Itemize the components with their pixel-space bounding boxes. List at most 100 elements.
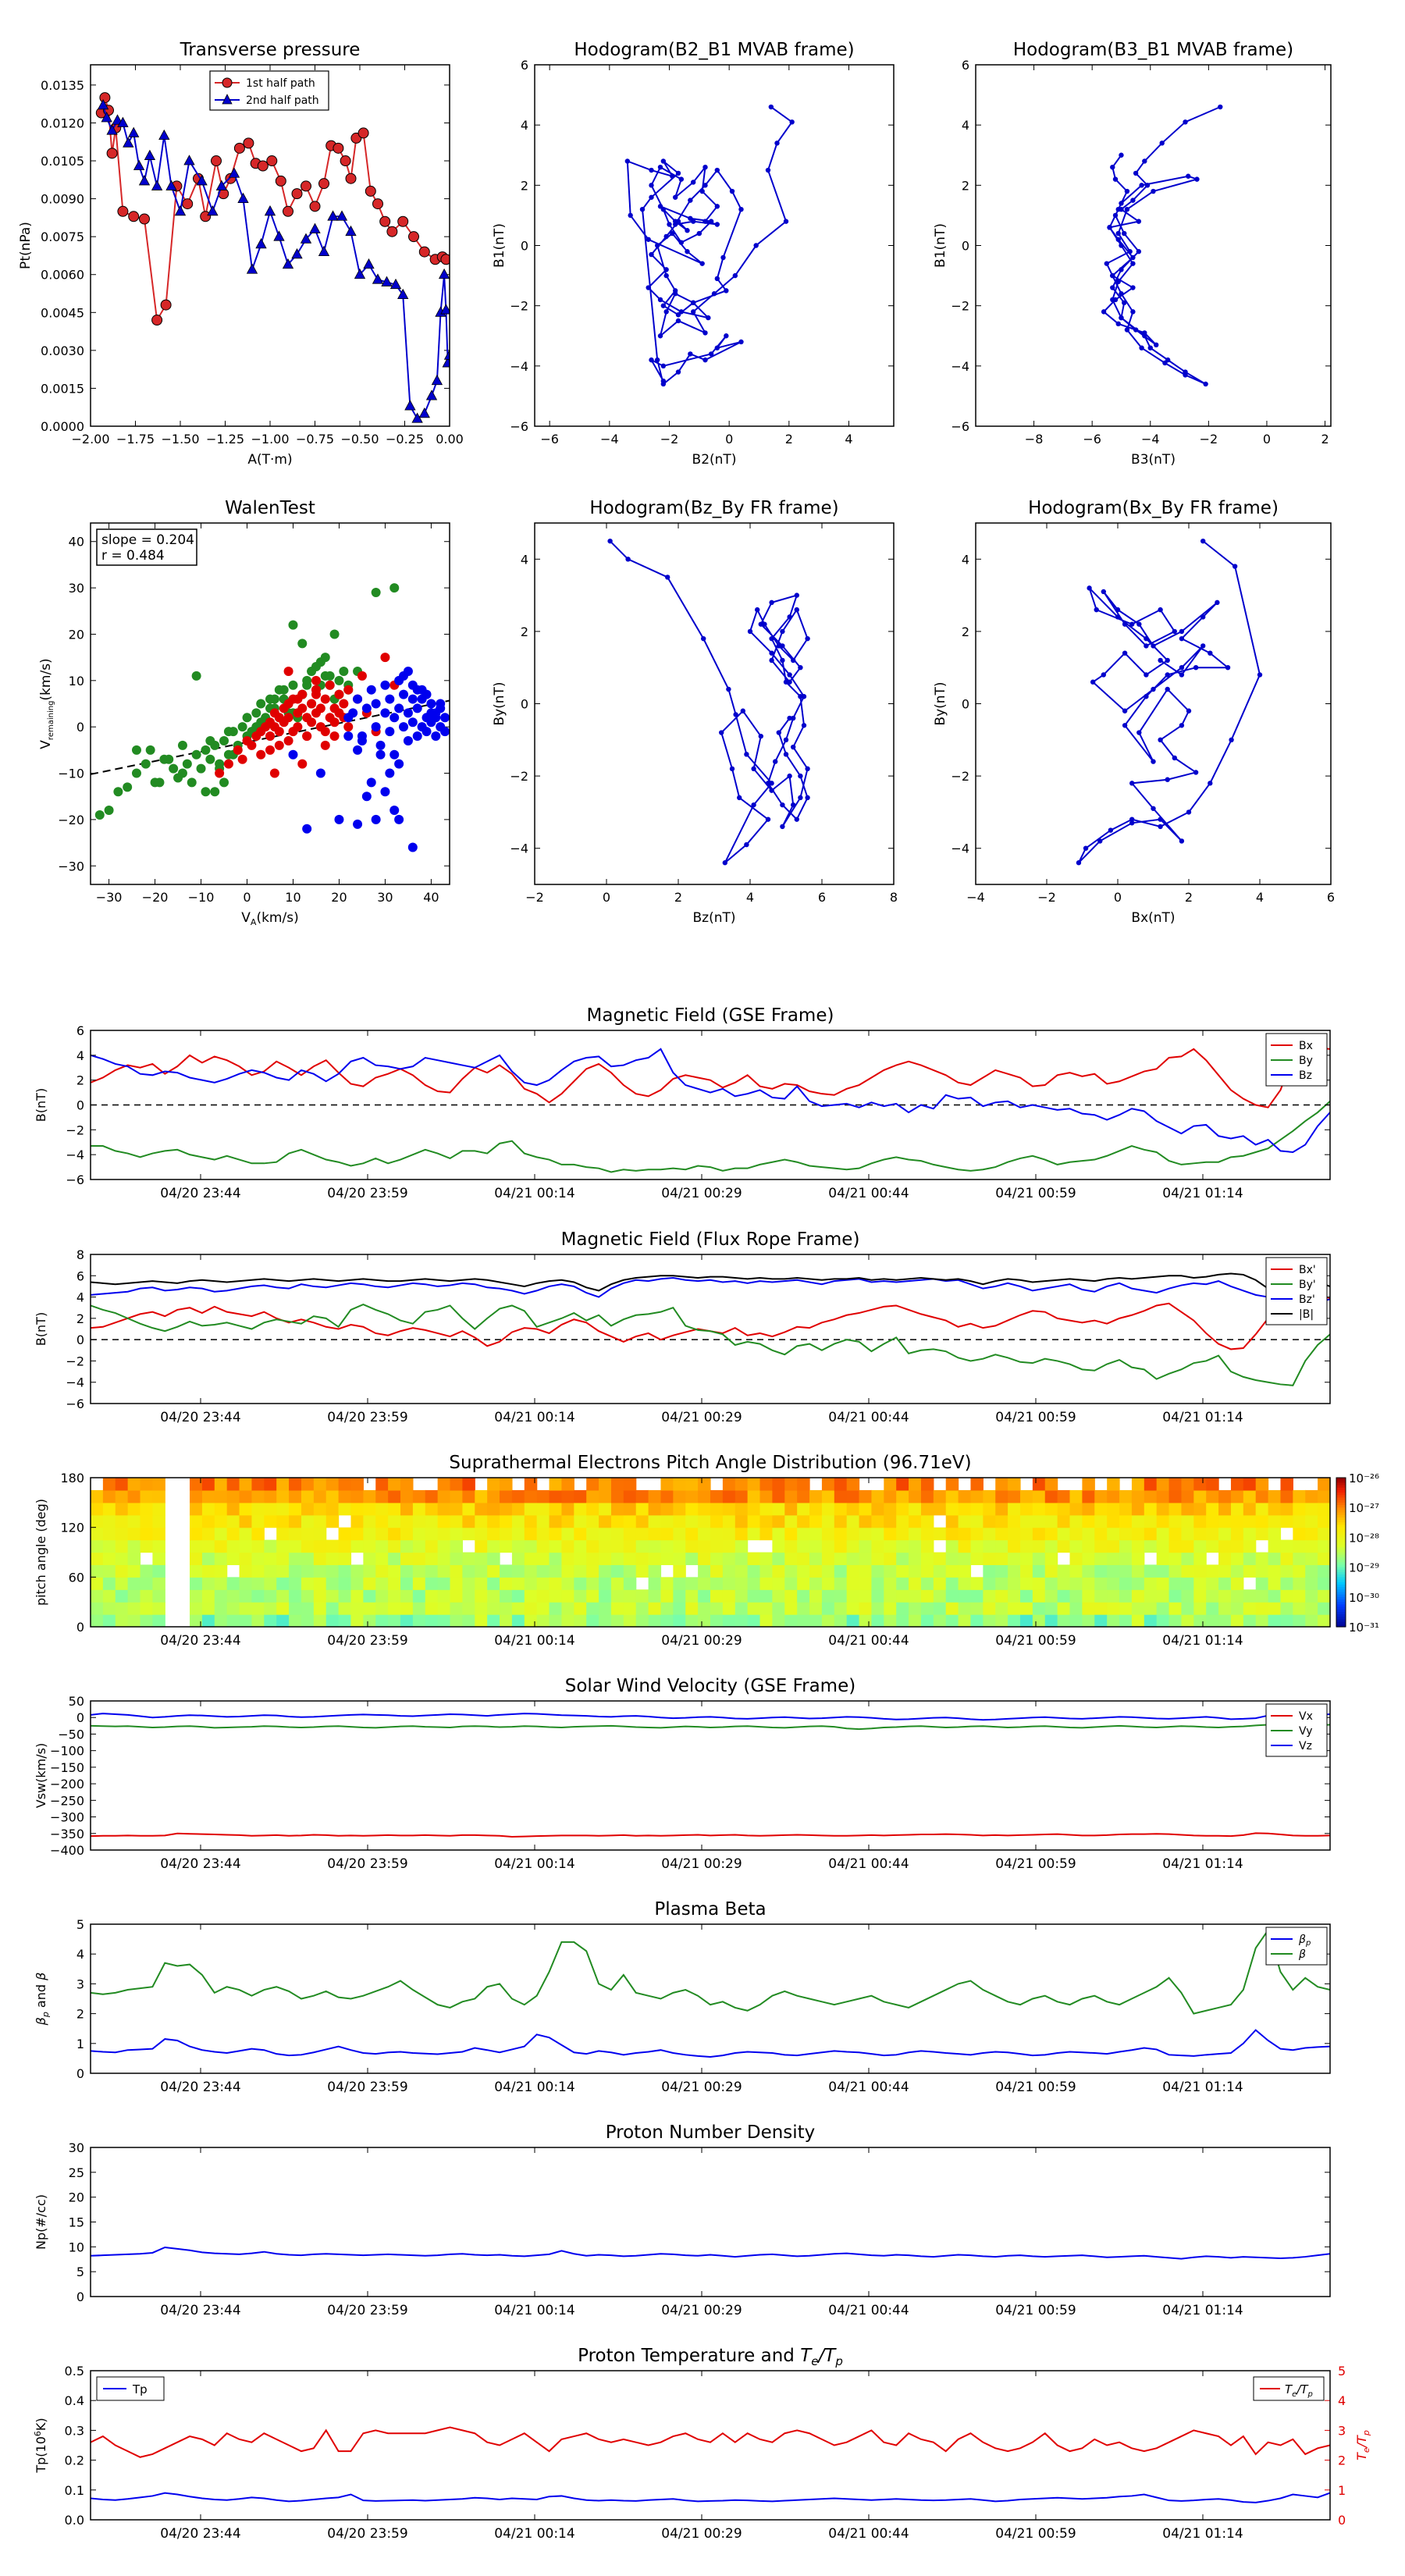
colorbar-cell (1336, 1560, 1346, 1563)
data-point (1119, 315, 1124, 321)
heatmap-cell (301, 1577, 315, 1590)
x-tick-label: 04/21 00:29 (661, 2303, 742, 2318)
colorbar-cell (1336, 1577, 1346, 1581)
colorbar-cell (1336, 1505, 1346, 1508)
data-point (1115, 207, 1121, 212)
heatmap-cell (251, 1478, 265, 1491)
heatmap-cell (660, 1552, 674, 1566)
heatmap-cell (226, 1589, 240, 1603)
heatmap-cell (1082, 1502, 1095, 1516)
data-point (675, 170, 681, 176)
x-tick-label: 04/21 00:44 (828, 1186, 909, 1201)
data-point (191, 749, 201, 760)
data-point (169, 763, 179, 774)
heatmap-cell (1268, 1514, 1282, 1528)
data-point (787, 672, 792, 678)
heatmap-cell (747, 1577, 761, 1590)
heatmap-cell (412, 1564, 426, 1578)
data-point (776, 643, 781, 649)
heatmap-cell (784, 1489, 798, 1503)
y2-tick-label: 2 (1338, 2453, 1346, 2468)
heatmap-cell (759, 1614, 773, 1628)
heatmap-cell (945, 1489, 959, 1503)
data-point (1158, 607, 1163, 613)
x-tick-label: 04/20 23:44 (160, 2303, 240, 2318)
heatmap-cell (500, 1489, 513, 1503)
x-ticks: −30 −20 −10 0 10 20 30 40 (96, 523, 439, 905)
heatmap-cell (511, 1602, 525, 1615)
data-point (769, 600, 774, 606)
heatmap-cell (1008, 1602, 1021, 1615)
heatmap-cell (350, 1614, 364, 1628)
heatmap-cell (958, 1539, 972, 1553)
heatmap-cell (896, 1478, 909, 1491)
data-point (94, 809, 105, 820)
heatmap-cell (536, 1614, 550, 1628)
heatmap-cell (1119, 1539, 1133, 1553)
data-point (311, 689, 321, 699)
heatmap-cell (325, 1489, 340, 1503)
heatmap-cell (722, 1502, 736, 1516)
data-point (744, 752, 749, 757)
colorbar-cell (1336, 1584, 1346, 1588)
data-point (1136, 730, 1142, 735)
heatmap-cell (1069, 1552, 1083, 1566)
data-point (329, 717, 340, 728)
y-tick-label: −10 (58, 767, 84, 781)
heatmap-cell (325, 1552, 340, 1566)
data-point (1110, 272, 1115, 279)
heatmap-cell (536, 1589, 550, 1603)
data-point (389, 583, 400, 593)
heatmap-cell (190, 1552, 203, 1566)
heatmap-cell (338, 1589, 352, 1603)
y-tick-label: 0 (76, 1710, 84, 1725)
data-point (307, 717, 317, 728)
heatmap-cell (797, 1577, 810, 1590)
heatmap-cell (1094, 1489, 1108, 1503)
data-point (443, 349, 450, 360)
data-point (182, 198, 194, 210)
heatmap-cell (475, 1527, 488, 1541)
heatmap-cell (1156, 1564, 1170, 1578)
heatmap-cell (970, 1577, 984, 1590)
data-point (389, 806, 400, 816)
data-point (1139, 183, 1144, 188)
plot-area (91, 583, 450, 852)
heatmap-cell (338, 1527, 352, 1541)
heatmap-cell (920, 1602, 934, 1615)
heatmap-cell (1008, 1577, 1021, 1590)
data-point (320, 740, 330, 750)
heatmap-cell (784, 1539, 798, 1553)
heatmap-cell (871, 1514, 884, 1528)
data-point (302, 731, 312, 742)
heatmap-cell (1082, 1539, 1095, 1553)
colorbar-cell (1336, 1487, 1346, 1491)
heatmap-cell (536, 1564, 550, 1578)
heatmap-cell (276, 1489, 290, 1503)
heatmap-cell (772, 1589, 785, 1603)
heatmap-cell (375, 1527, 389, 1541)
heatmap-cell (884, 1514, 897, 1528)
y-tick-label: −6 (66, 1397, 84, 1411)
heatmap-cell (102, 1577, 116, 1590)
data-point (1115, 321, 1121, 327)
heatmap-cell (511, 1527, 525, 1541)
y-tick-label: 2 (962, 178, 969, 193)
heatmap-cell (859, 1514, 873, 1528)
data-point (1112, 212, 1119, 219)
heatmap-cell (698, 1614, 711, 1628)
heatmap-cell (437, 1614, 451, 1628)
data-point (293, 694, 303, 704)
y-tick-label: −150 (50, 1760, 84, 1775)
heatmap-cell (735, 1539, 749, 1553)
heatmap-cell (1280, 1502, 1293, 1516)
data-point (783, 737, 789, 742)
series-0 (94, 583, 400, 820)
y-tick-label: −4 (66, 1147, 84, 1162)
x-ticks: −6 −4 −2 0 2 4 (540, 65, 853, 447)
heatmap-cell (388, 1552, 401, 1566)
heatmap-cell (920, 1478, 934, 1491)
x-tick-label: −10 (188, 890, 215, 905)
y-axis-label: βp and β (34, 1973, 51, 2026)
heatmap-cell (1119, 1552, 1133, 1566)
